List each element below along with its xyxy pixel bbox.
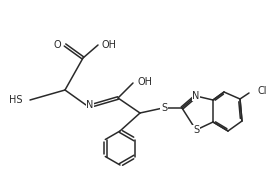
Text: OH: OH xyxy=(138,77,153,87)
Text: N: N xyxy=(86,100,94,110)
Text: Cl: Cl xyxy=(258,86,268,96)
Text: HS: HS xyxy=(9,95,22,105)
Text: N: N xyxy=(192,91,200,101)
Text: S: S xyxy=(161,103,167,113)
Text: S: S xyxy=(193,125,199,135)
Text: OH: OH xyxy=(102,40,117,50)
Text: O: O xyxy=(53,40,61,50)
